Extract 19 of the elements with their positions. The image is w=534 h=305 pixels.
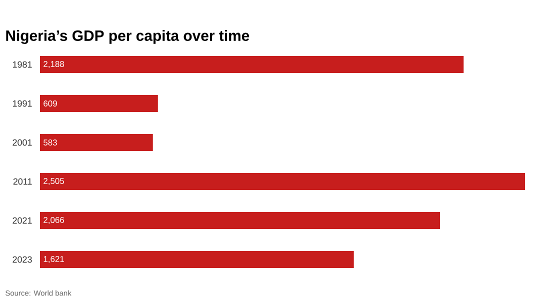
bar [40,134,153,152]
y-tick-label: 2021 [12,217,32,224]
data-label: 2,188 [44,61,64,68]
bar [40,212,440,230]
bar [40,56,464,74]
chart-title: Nigeria’s GDP per capita over time [6,30,250,44]
y-tick-label: 2011 [13,178,32,185]
data-label: 1,621 [44,256,64,263]
data-label: 609 [44,100,57,106]
y-tick-label: 1981 [12,61,32,68]
y-tick-label: 2023 [12,256,32,263]
data-label: 2,505 [44,178,64,185]
y-tick-label: 1991 [12,100,32,107]
bar [40,251,354,268]
y-tick-label: 2001 [12,139,32,146]
bar [40,173,526,190]
bar [40,95,158,112]
data-label: 2,066 [44,217,64,224]
data-label: 583 [44,140,57,146]
